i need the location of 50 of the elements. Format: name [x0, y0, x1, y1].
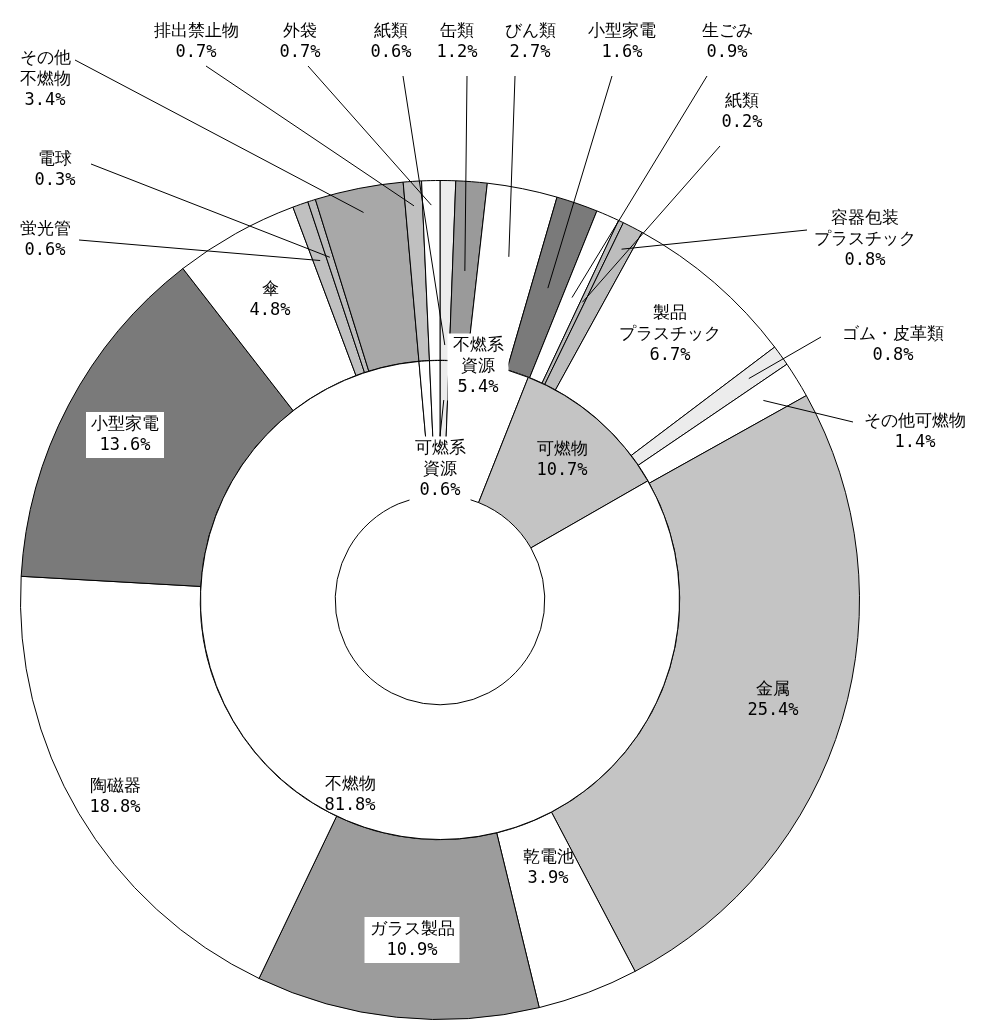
data-label: 4.8%: [249, 298, 291, 319]
slice-label: 紙類: [374, 19, 408, 40]
data-label: 5.4%: [457, 376, 499, 397]
data-label: 3.9%: [527, 866, 569, 887]
data-label: 0.8%: [872, 343, 914, 364]
slice-label: 可燃系資源: [414, 437, 466, 479]
slice-label: 金属: [756, 677, 790, 698]
slice-label: 電球: [38, 147, 72, 168]
slice-label: びん類: [504, 19, 556, 40]
data-label: 1.2%: [436, 40, 478, 61]
slice-label: 陶磁器: [89, 774, 141, 795]
slice-label: 外袋: [283, 19, 317, 40]
data-label: 1.4%: [894, 430, 936, 451]
slice-label: その他可燃物: [864, 409, 966, 430]
data-label: 2.7%: [509, 40, 551, 61]
data-label: 3.4%: [24, 89, 66, 110]
slice-label: 生ごみ: [701, 19, 753, 40]
data-label: 10.7%: [536, 458, 588, 479]
slice-label: 紙類: [725, 89, 759, 110]
data-label: 10.9%: [386, 938, 438, 959]
slice-label: 缶類: [440, 19, 474, 40]
slice-label: 小型家電: [588, 19, 656, 40]
data-label: 0.8%: [844, 249, 886, 270]
data-label: 0.6%: [24, 238, 66, 259]
data-label: 1.6%: [601, 40, 643, 61]
data-label: 0.7%: [279, 40, 321, 61]
data-label: 0.2%: [721, 110, 763, 131]
data-label: 0.6%: [419, 479, 461, 500]
slice-label: 不燃物: [324, 772, 376, 793]
data-label: 13.6%: [99, 433, 151, 454]
data-label: 0.3%: [34, 168, 76, 189]
slice-label: その他不燃物: [19, 47, 71, 89]
data-label: 18.8%: [89, 795, 141, 816]
slice-label: 排出禁止物: [153, 19, 239, 40]
slice-label: ゴム・皮革類: [842, 322, 944, 343]
slice-label: 乾電池: [522, 845, 574, 866]
data-label: 0.9%: [706, 40, 748, 61]
data-label: 0.6%: [370, 40, 412, 61]
data-label: 25.4%: [747, 698, 799, 719]
data-label: 6.7%: [649, 344, 691, 365]
slice-label: 蛍光管: [19, 217, 71, 238]
slice-label: 可燃物: [536, 437, 588, 458]
data-label: 0.7%: [175, 40, 217, 61]
slice-label: 製品プラスチック: [619, 302, 721, 344]
slice-label: 傘: [261, 277, 279, 298]
slice-label: 容器包装プラスチック: [814, 207, 916, 249]
slice-label: 小型家電: [91, 412, 159, 433]
slice-label: 不燃系資源: [452, 334, 504, 376]
slice-label: ガラス製品: [369, 917, 455, 938]
data-label: 81.8%: [324, 793, 376, 814]
